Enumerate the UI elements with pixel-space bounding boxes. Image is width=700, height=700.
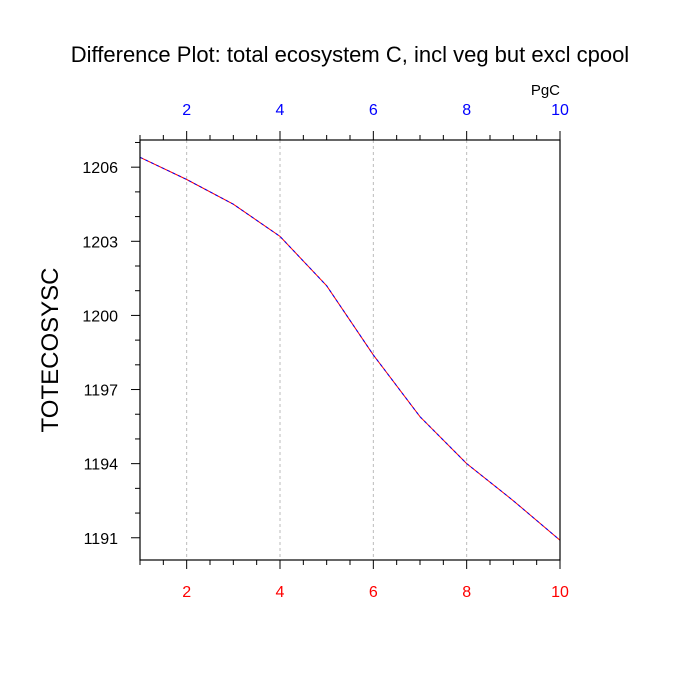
units-label: PgC <box>531 82 560 99</box>
x-tick-label-top: 2 <box>182 102 191 119</box>
x-tick-label-top: 8 <box>462 102 471 119</box>
x-tick-label-bottom: 2 <box>182 584 191 601</box>
plot-frame <box>139 139 561 561</box>
chart-title: Difference Plot: total ecosystem C, incl… <box>71 42 629 67</box>
y-tick-label: 1203 <box>82 234 118 251</box>
x-tick-label-top: 6 <box>369 102 378 119</box>
series-line-b <box>139 156 561 541</box>
y-tick-label: 1197 <box>84 383 119 400</box>
y-tick-label: 1206 <box>82 160 118 177</box>
x-tick-label-bottom: 10 <box>551 584 569 601</box>
x-tick-label-top: 10 <box>551 102 569 119</box>
x-tick-label-bottom: 4 <box>276 584 285 601</box>
tick-labels: 2 2 4 4 6 6 8 8 10 10 1191 1194 1197 1200 1203 1206 <box>82 102 569 601</box>
y-axis-label: TOTECOSYSC <box>37 268 64 433</box>
grid-lines <box>186 140 468 560</box>
axis-ticks <box>131 131 561 569</box>
x-tick-label-top: 4 <box>276 102 285 119</box>
y-tick-label: 1194 <box>84 457 119 474</box>
x-tick-label-bottom: 6 <box>369 584 378 601</box>
x-tick-label-bottom: 8 <box>462 584 471 601</box>
y-tick-label: 1191 <box>84 531 119 548</box>
data-series <box>139 156 561 541</box>
y-tick-label: 1200 <box>82 308 118 325</box>
series-line-a <box>139 156 561 541</box>
